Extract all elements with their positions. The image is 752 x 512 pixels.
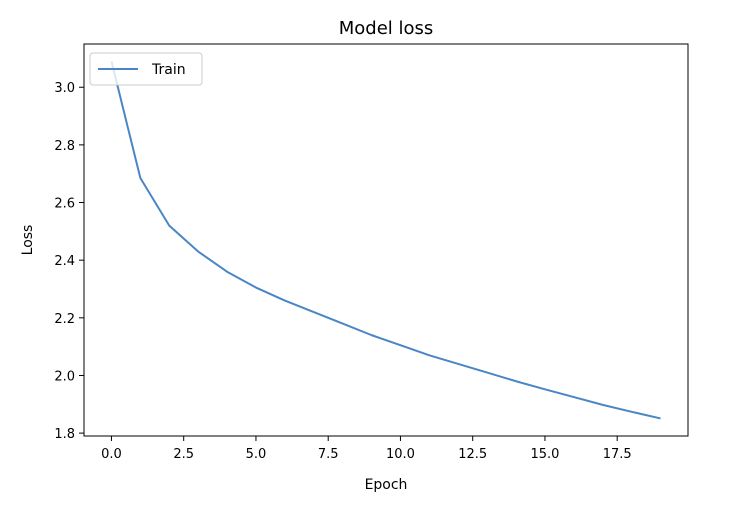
y-tick-label: 2.6 <box>54 197 75 212</box>
x-axis: 0.0 2.5 5.0 7.5 10.0 12.5 15.0 17.5 <box>101 436 632 462</box>
x-tick-label: 17.5 <box>603 447 632 462</box>
y-tick-label: 2.0 <box>54 369 75 384</box>
series-layer <box>110 61 661 420</box>
x-tick-label: 0.0 <box>101 447 122 462</box>
plot-frame <box>83 43 689 437</box>
legend-box <box>89 52 203 86</box>
x-axis-label: Epoch <box>365 477 408 493</box>
x-tick-label: 5.0 <box>246 447 267 462</box>
legend-label-train: Train <box>151 62 186 78</box>
y-tick-label: 2.8 <box>54 139 75 154</box>
y-tick-label: 3.0 <box>54 81 75 96</box>
x-tick-label: 12.5 <box>458 447 487 462</box>
y-axis-label: Loss <box>20 225 36 256</box>
y-tick-label: 1.8 <box>54 427 75 442</box>
y-axis: 1.8 2.0 2.2 2.4 2.6 2.8 3.0 <box>54 81 84 442</box>
series-line-train <box>110 61 661 420</box>
x-tick-label: 15.0 <box>530 447 559 462</box>
x-tick-label: 7.5 <box>318 447 339 462</box>
y-tick-label: 2.2 <box>54 312 75 327</box>
x-tick-label: 10.0 <box>386 447 415 462</box>
legend: Train <box>89 52 203 86</box>
chart-title: Model loss <box>339 18 434 39</box>
plot-area <box>84 44 688 436</box>
y-tick-label: 2.4 <box>54 254 75 269</box>
x-tick-label: 2.5 <box>173 447 194 462</box>
